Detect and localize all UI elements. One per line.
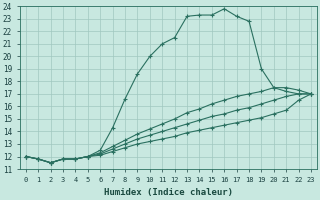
X-axis label: Humidex (Indice chaleur): Humidex (Indice chaleur) <box>104 188 233 197</box>
